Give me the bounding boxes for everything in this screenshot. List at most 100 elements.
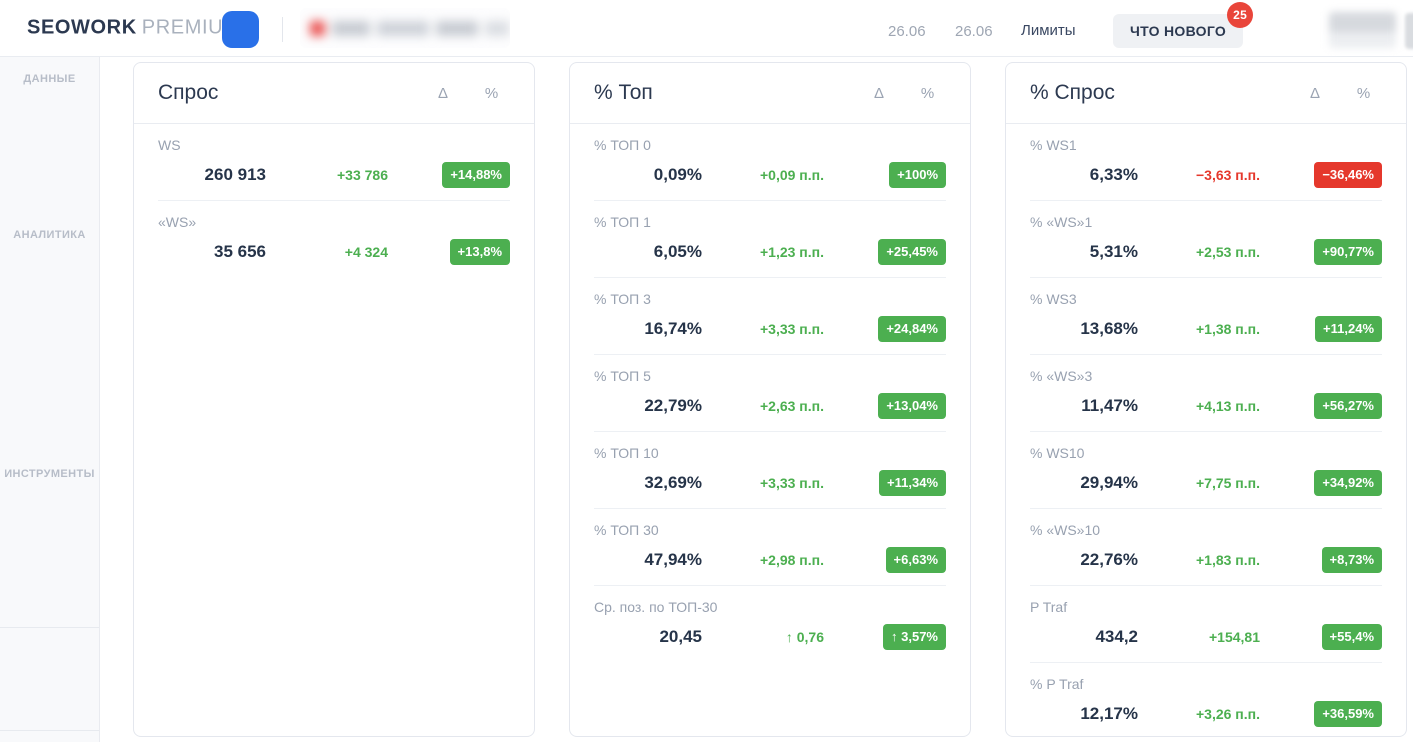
percent-column-header[interactable]: % bbox=[484, 84, 499, 102]
metric-delta: +33 786 bbox=[337, 167, 388, 183]
metric-line: 434,2 +154,81 +55,4% bbox=[1030, 624, 1382, 650]
metric-label: Ср. поз. по ТОП-30 bbox=[594, 599, 718, 615]
card-rows: WS 260 913 +33 786 +14,88% «WS» 35 656 +… bbox=[134, 124, 534, 278]
logo-premium-label: PREMIUM bbox=[141, 16, 241, 39]
metric-percent-badge: +55,4% bbox=[1321, 624, 1382, 650]
metric-row[interactable]: P Traf 434,2 +154,81 +55,4% bbox=[1030, 586, 1382, 663]
whats-new-button[interactable]: ЧТО НОВОГО 25 bbox=[1113, 2, 1254, 48]
project-selector-redacted[interactable] bbox=[300, 8, 510, 48]
sidebar-section-data[interactable]: ДАННЫЕ bbox=[23, 73, 76, 85]
metric-label: % ТОП 10 bbox=[594, 445, 659, 461]
sidebar-section-analytics[interactable]: АНАЛИТИКА bbox=[13, 229, 86, 241]
metric-value: 22,76% bbox=[1080, 550, 1138, 569]
metric-value: 20,45 bbox=[659, 627, 702, 646]
metric-row[interactable]: «WS» 35 656 +4 324 +13,8% bbox=[158, 201, 510, 278]
card-title: Спрос bbox=[158, 81, 219, 104]
metric-delta: +154,81 bbox=[1209, 629, 1260, 645]
metric-percent-badge: +13,8% bbox=[449, 239, 510, 265]
user-account-redacted[interactable] bbox=[1329, 12, 1396, 48]
metric-line: 260 913 +33 786 +14,88% bbox=[158, 162, 510, 188]
metric-row[interactable]: % ТОП 10 32,69% +3,33 п.п. +11,34% bbox=[594, 432, 946, 509]
sidebar-divider bbox=[0, 730, 99, 731]
logo[interactable]: SEOWORK PREMIUM bbox=[27, 17, 240, 40]
metric-delta: +1,38 п.п. bbox=[1195, 321, 1260, 337]
metric-badge-cell: −36,46% bbox=[1260, 162, 1382, 188]
metric-row[interactable]: % ТОП 3 16,74% +3,33 п.п. +24,84% bbox=[594, 278, 946, 355]
metric-badge-cell: +6,63% bbox=[824, 547, 946, 573]
metric-line: 16,74% +3,33 п.п. +24,84% bbox=[594, 316, 946, 342]
metric-percent-badge: +14,88% bbox=[442, 162, 510, 188]
metric-row[interactable]: % ТОП 1 6,05% +1,23 п.п. +25,45% bbox=[594, 201, 946, 278]
metric-value: 29,94% bbox=[1080, 473, 1138, 492]
metric-row[interactable]: WS 260 913 +33 786 +14,88% bbox=[158, 124, 510, 201]
metric-percent-badge: +25,45% bbox=[878, 239, 946, 265]
metric-line: 32,69% +3,33 п.п. +11,34% bbox=[594, 470, 946, 496]
project-favicon-redacted bbox=[310, 20, 325, 36]
metric-delta: +7,75 п.п. bbox=[1195, 475, 1260, 491]
metric-value: 6,05% bbox=[653, 242, 702, 261]
metric-line: 22,79% +2,63 п.п. +13,04% bbox=[594, 393, 946, 419]
apps-menu-button[interactable] bbox=[222, 11, 259, 48]
metric-row[interactable]: % ТОП 0 0,09% +0,09 п.п. +100% bbox=[594, 124, 946, 201]
date-from[interactable]: 26.06 bbox=[888, 23, 926, 40]
metric-value: 13,68% bbox=[1080, 319, 1138, 338]
metric-value: 0,09% bbox=[653, 165, 702, 184]
metric-label: WS bbox=[158, 137, 181, 153]
card-header: Спрос Δ % bbox=[134, 63, 534, 124]
metric-badge-cell: +100% bbox=[824, 162, 946, 188]
metric-card: % Спрос Δ % % WS1 6,33% −3,63 п.п. −36,4… bbox=[1005, 62, 1407, 737]
notification-count-badge: 25 bbox=[1227, 2, 1254, 28]
percent-column-header[interactable]: % bbox=[920, 84, 935, 102]
metric-row[interactable]: % WS10 29,94% +7,75 п.п. +34,92% bbox=[1030, 432, 1382, 509]
delta-column-header[interactable]: Δ bbox=[873, 84, 885, 102]
metric-row[interactable]: % WS1 6,33% −3,63 п.п. −36,46% bbox=[1030, 124, 1382, 201]
metric-line: 47,94% +2,98 п.п. +6,63% bbox=[594, 547, 946, 573]
metric-percent-badge: +34,92% bbox=[1314, 470, 1382, 496]
metric-line: 22,76% +1,83 п.п. +8,73% bbox=[1030, 547, 1382, 573]
header-edge-item-redacted[interactable] bbox=[1405, 13, 1413, 49]
metric-row[interactable]: % «WS»1 5,31% +2,53 п.п. +90,77% bbox=[1030, 201, 1382, 278]
metric-badge-cell: ↑ 3,57% bbox=[824, 624, 946, 650]
metric-row[interactable]: % «WS»10 22,76% +1,83 п.п. +8,73% bbox=[1030, 509, 1382, 586]
metric-value: 434,2 bbox=[1095, 627, 1138, 646]
metric-row[interactable]: % ТОП 30 47,94% +2,98 п.п. +6,63% bbox=[594, 509, 946, 586]
metric-label: % ТОП 5 bbox=[594, 368, 651, 384]
metric-delta: +3,33 п.п. bbox=[759, 321, 824, 337]
metric-badge-cell: +55,4% bbox=[1260, 624, 1382, 650]
card-header: % Топ Δ % bbox=[570, 63, 970, 124]
metric-line: 35 656 +4 324 +13,8% bbox=[158, 239, 510, 265]
metric-value: 5,31% bbox=[1089, 242, 1138, 261]
metric-percent-badge: +100% bbox=[889, 162, 946, 188]
percent-column-header[interactable]: % bbox=[1356, 84, 1371, 102]
metric-label: % «WS»3 bbox=[1030, 368, 1093, 384]
metric-line: 20,45 ↑ 0,76 ↑ 3,57% bbox=[594, 624, 946, 650]
metric-label: % WS1 bbox=[1030, 137, 1077, 153]
metric-row[interactable]: Ср. поз. по ТОП-30 20,45 ↑ 0,76 ↑ 3,57% bbox=[594, 586, 946, 663]
sidebar-section-tools[interactable]: ИНСТРУМЕНТЫ bbox=[4, 468, 95, 480]
metric-percent-badge: ↑ 3,57% bbox=[883, 624, 946, 650]
metric-line: 6,05% +1,23 п.п. +25,45% bbox=[594, 239, 946, 265]
metric-label: % WS3 bbox=[1030, 291, 1077, 307]
metric-line: 6,33% −3,63 п.п. −36,46% bbox=[1030, 162, 1382, 188]
date-to[interactable]: 26.06 bbox=[955, 23, 993, 40]
metric-delta: +2,98 п.п. bbox=[759, 552, 824, 568]
limits-link[interactable]: Лимиты bbox=[1021, 22, 1076, 39]
metric-percent-badge: +56,27% bbox=[1314, 393, 1382, 419]
delta-column-header[interactable]: Δ bbox=[1309, 84, 1321, 102]
metric-row[interactable]: % ТОП 5 22,79% +2,63 п.п. +13,04% bbox=[594, 355, 946, 432]
metric-percent-badge: +90,77% bbox=[1314, 239, 1382, 265]
top-bar: SEOWORK PREMIUM 26.06 26.06 Лимиты ЧТО НО… bbox=[0, 0, 1413, 57]
metric-badge-cell: +36,59% bbox=[1260, 701, 1382, 727]
delta-column-header[interactable]: Δ bbox=[437, 84, 449, 102]
metric-label: % ТОП 30 bbox=[594, 522, 659, 538]
metric-line: 0,09% +0,09 п.п. +100% bbox=[594, 162, 946, 188]
metric-badge-cell: +8,73% bbox=[1260, 547, 1382, 573]
metric-badge-cell: +13,8% bbox=[388, 239, 510, 265]
metric-label: % ТОП 1 bbox=[594, 214, 651, 230]
redacted-project-name bbox=[310, 20, 509, 36]
metric-badge-cell: +11,24% bbox=[1260, 316, 1382, 342]
metric-badge-cell: +13,04% bbox=[824, 393, 946, 419]
metric-row[interactable]: % WS3 13,68% +1,38 п.п. +11,24% bbox=[1030, 278, 1382, 355]
metric-row[interactable]: % «WS»3 11,47% +4,13 п.п. +56,27% bbox=[1030, 355, 1382, 432]
metric-row[interactable]: % P Traf 12,17% +3,26 п.п. +36,59% bbox=[1030, 663, 1382, 736]
